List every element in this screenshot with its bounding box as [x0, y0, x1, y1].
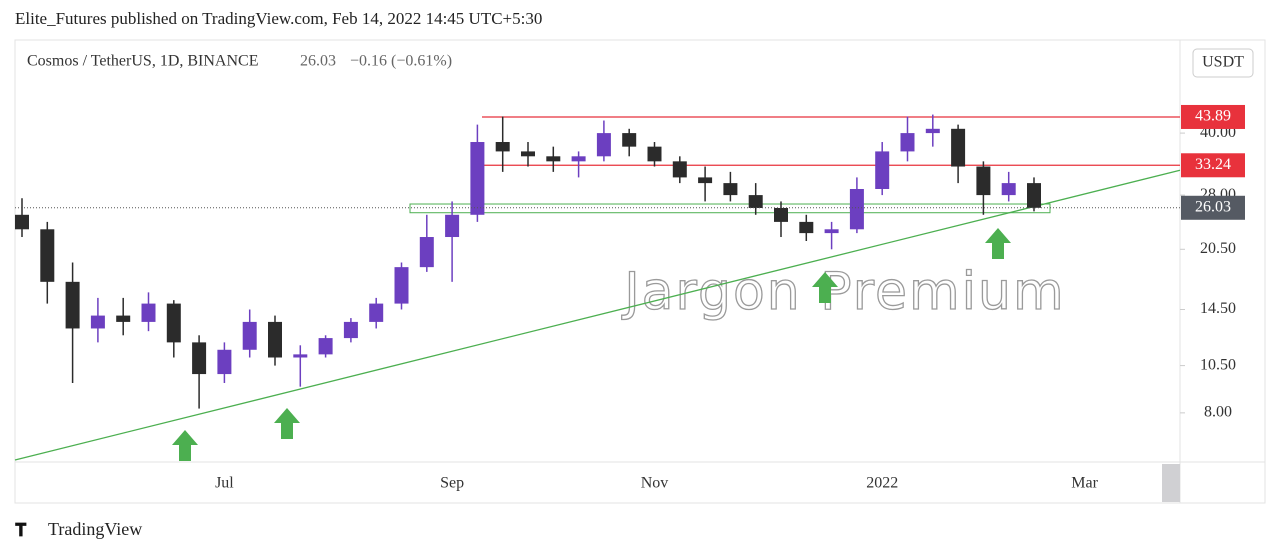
candle-body — [394, 267, 409, 304]
x-tick-label: Nov — [641, 475, 669, 492]
header: Cosmos / TetherUS, 1D, BINANCE 26.03 −0.… — [27, 53, 452, 70]
brand-logo: 𝐓 — [15, 520, 30, 541]
candle-body — [774, 207, 788, 222]
candle-body — [419, 237, 434, 268]
x-tick-label: Sep — [440, 475, 464, 492]
candle-body — [192, 342, 207, 375]
y-tick-label: 14.50 — [1200, 300, 1236, 317]
level-label: 43.89 — [1195, 108, 1231, 125]
y-tick-label: 8.00 — [1204, 404, 1232, 421]
candle-body — [647, 146, 662, 162]
candle-body — [925, 128, 940, 134]
candle-body — [15, 214, 29, 230]
candle-body — [672, 161, 687, 178]
candle-body — [318, 338, 333, 355]
x-tick-label: Mar — [1071, 475, 1098, 492]
brand: TradingView — [48, 519, 142, 539]
candle-body — [900, 133, 915, 152]
candle-body — [698, 177, 713, 184]
publisher: Elite_Futures published on TradingView.c… — [15, 9, 542, 28]
arrows — [172, 228, 1011, 461]
candle-body — [849, 188, 864, 230]
candle-body — [65, 281, 80, 329]
candle-body — [217, 349, 232, 375]
support-zone — [409, 203, 1051, 214]
candle-body — [141, 303, 156, 322]
candle-body — [369, 303, 384, 322]
level-tag — [1181, 153, 1245, 178]
corner — [1162, 464, 1180, 502]
y-tick-label: 10.50 — [1200, 356, 1236, 373]
candle-body — [622, 133, 637, 147]
candle-body — [40, 229, 55, 282]
watermark: Jargon Premium — [621, 262, 1065, 322]
candle-body — [343, 321, 358, 339]
candle-body — [116, 315, 131, 322]
currency-button[interactable] — [1192, 48, 1254, 78]
arrow — [274, 408, 300, 439]
x-tick-label: 2022 — [866, 475, 898, 492]
candle-body — [445, 214, 460, 238]
candle-body — [90, 315, 105, 329]
candle-body — [293, 354, 308, 358]
change: −0.16 (−0.61%) — [350, 53, 452, 70]
candle-body — [596, 133, 611, 157]
arrow — [812, 272, 838, 303]
candle-body — [242, 321, 257, 350]
candle-body — [723, 183, 738, 196]
candle-body — [824, 229, 839, 234]
last-price-label: 26.03 — [1195, 198, 1231, 215]
last-price: 26.03 — [300, 53, 336, 70]
candle-body — [495, 142, 510, 152]
candle-body — [166, 303, 181, 343]
candle-body — [571, 156, 586, 162]
trendline — [14, 169, 1181, 461]
candle-body — [546, 156, 561, 162]
y-tick-label: 20.50 — [1200, 240, 1236, 257]
candle-body — [875, 151, 890, 189]
level-label: 33.24 — [1195, 156, 1231, 173]
arrow — [985, 228, 1011, 259]
level-tag — [1181, 104, 1245, 129]
last-price-tag — [1181, 195, 1245, 220]
candle-body — [748, 195, 763, 208]
candle-body — [976, 166, 991, 196]
candle-body — [799, 221, 814, 234]
symbol: Cosmos / TetherUS, 1D, BINANCE — [27, 53, 258, 70]
candle-body — [470, 142, 485, 215]
candle-body — [1001, 183, 1016, 196]
candle-body — [268, 321, 282, 358]
arrow — [172, 430, 198, 461]
candle-body — [521, 151, 535, 157]
candle-body — [1027, 183, 1041, 208]
candle-body — [951, 128, 966, 167]
currency[interactable]: USDT — [1202, 54, 1244, 71]
frame — [14, 39, 1266, 504]
x-tick-label: Jul — [215, 475, 234, 492]
